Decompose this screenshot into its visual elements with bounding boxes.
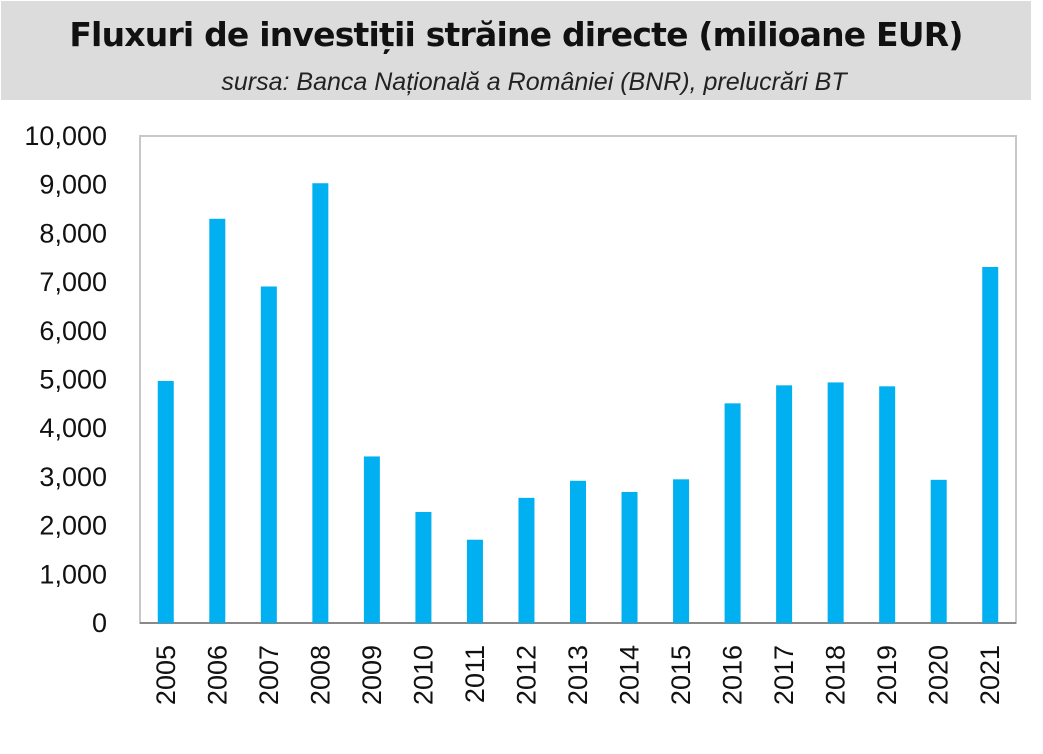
x-tick-label: 2006 (202, 645, 232, 705)
bar-2019 (879, 386, 896, 623)
bar-2011 (466, 539, 483, 623)
bar-2007 (260, 286, 277, 623)
x-tick-label: 2008 (305, 645, 335, 705)
x-tick-label: 2017 (769, 645, 799, 705)
chart-subtitle: sursa: Banca Națională a României (BNR),… (221, 68, 847, 96)
y-tick-label: 1,000 (39, 559, 107, 589)
x-tick-label: 2009 (357, 645, 387, 705)
bars-group (157, 183, 999, 624)
x-tick-label: 2010 (408, 645, 438, 705)
bar-2015 (673, 479, 690, 623)
bar-2006 (209, 218, 226, 624)
x-tick-label: 2021 (975, 645, 1005, 705)
y-tick-label: 5,000 (39, 365, 107, 395)
bar-2018 (827, 382, 844, 623)
y-tick-label: 3,000 (39, 462, 107, 492)
x-tick-label: 2012 (511, 645, 541, 705)
chart-title: Fluxuri de investiții străine directe (m… (69, 15, 963, 54)
y-tick-label: 4,000 (39, 413, 107, 443)
x-tick-label: 2020 (924, 645, 954, 705)
y-tick-label: 8,000 (39, 218, 107, 248)
bar-2021 (982, 267, 999, 623)
bar-2016 (724, 403, 741, 623)
bar-2005 (157, 380, 174, 623)
x-tick-label: 2015 (666, 645, 696, 705)
bar-2014 (621, 491, 638, 623)
x-tick-label: 2005 (151, 645, 181, 705)
bar-2013 (570, 480, 586, 623)
bar-2009 (363, 456, 380, 623)
y-tick-label: 7,000 (39, 267, 107, 297)
bar-2017 (776, 385, 793, 623)
title-banner: Fluxuri de investiții străine directe (m… (1, 1, 1031, 100)
y-tick-label: 10,000 (24, 121, 107, 151)
y-tick-label: 0 (92, 608, 107, 638)
x-tick-labels: 2005 2006 2007 2008 2009 2010 2011 2012 2013 2014… (151, 645, 1005, 705)
x-tick-label: 2018 (821, 645, 851, 705)
bar-2008 (312, 183, 329, 623)
x-tick-label: 2014 (615, 645, 645, 705)
bar-2012 (518, 497, 535, 623)
x-tick-label: 2011 (460, 645, 490, 703)
y-tick-labels: 0 1,000 2,000 3,000 4,000 5,000 6,000 7,000 8,00… (24, 121, 107, 638)
x-tick-label: 2013 (563, 645, 593, 705)
x-tick-label: 2007 (254, 645, 284, 705)
y-tick-label: 9,000 (39, 170, 107, 200)
y-tick-label: 2,000 (39, 511, 107, 541)
x-tick-label: 2019 (872, 645, 902, 705)
y-tick-label: 6,000 (39, 316, 107, 346)
bar-2020 (930, 479, 947, 623)
bar-2010 (415, 511, 432, 623)
x-tick-label: 2016 (718, 645, 748, 705)
